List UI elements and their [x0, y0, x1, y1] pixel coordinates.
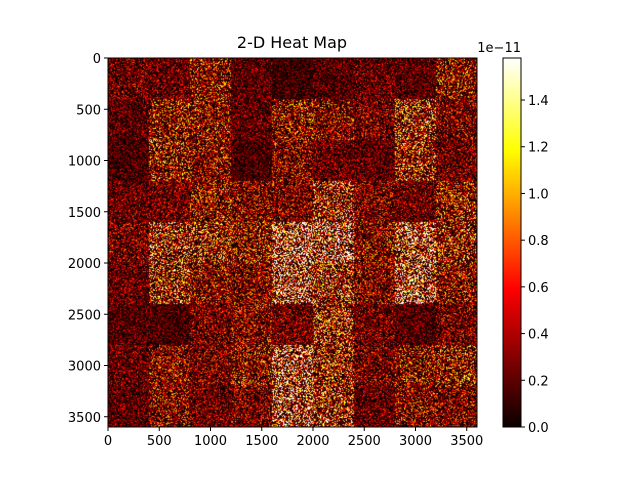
chart-title: 2-D Heat Map [237, 33, 347, 52]
plot-frame [107, 57, 478, 428]
x-tick-label: 3500 [450, 434, 483, 449]
colorbar-tick-label: 0.6 [528, 281, 549, 296]
colorbar-gradient [503, 58, 521, 427]
x-axis: 0 500 1000 1500 2000 2500 3000 3500 [104, 427, 483, 449]
colorbar-multiplier: 1e−11 [477, 41, 521, 56]
y-tick-label: 0 [93, 52, 101, 67]
colorbar-tick-label: 0.4 [528, 328, 549, 343]
colorbar-frame [502, 57, 522, 428]
heatmap-plot-area [107, 57, 478, 428]
y-tick-label: 1500 [68, 206, 101, 221]
colorbar-tick-label: 0.0 [528, 421, 549, 436]
colorbar-ticks: 0.0 0.2 0.4 0.6 0.8 1.0 1.2 1.4 [521, 94, 549, 436]
x-tick-label: 1000 [194, 434, 227, 449]
x-tick-label: 2500 [348, 434, 381, 449]
x-tick-label: 3000 [399, 434, 432, 449]
y-axis: 0 500 1000 1500 2000 2500 3000 3500 [68, 52, 108, 426]
y-tick-label: 2500 [68, 308, 101, 323]
x-tick-label: 500 [147, 434, 172, 449]
y-tick-label: 3500 [68, 411, 101, 426]
heatmap-image [108, 58, 477, 427]
colorbar-tick-label: 0.2 [528, 374, 549, 389]
colorbar-tick-label: 1.4 [528, 94, 549, 109]
x-tick-label: 1500 [245, 434, 278, 449]
colorbar-tick-label: 1.0 [528, 187, 549, 202]
colorbar: 0.0 0.2 0.4 0.6 0.8 1.0 1.2 1.4 1e−11 [477, 41, 548, 436]
x-tick-label: 0 [104, 434, 112, 449]
y-tick-label: 500 [76, 103, 101, 118]
y-tick-label: 1000 [68, 155, 101, 170]
y-tick-label: 3000 [68, 360, 101, 375]
x-tick-label: 2000 [296, 434, 329, 449]
colorbar-tick-label: 0.8 [528, 234, 549, 249]
y-tick-label: 2000 [68, 257, 101, 272]
colorbar-tick-label: 1.2 [528, 141, 549, 156]
